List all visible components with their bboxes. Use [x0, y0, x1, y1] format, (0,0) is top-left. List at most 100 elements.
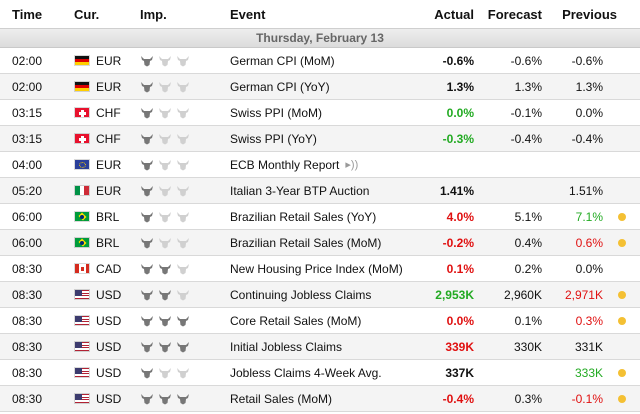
- event-name-link[interactable]: German CPI (MoM): [230, 48, 430, 73]
- us-flag-icon: [74, 315, 90, 326]
- previous-value: 333K: [574, 365, 603, 380]
- actual-value: -0.3%: [442, 131, 474, 146]
- revision-indicator: [617, 48, 627, 73]
- us-flag-icon: [74, 367, 90, 378]
- actual-value: -0.6%: [442, 53, 474, 68]
- importance-rating: [140, 386, 210, 411]
- table-row[interactable]: 03:15 CHF Swiss PPI (MoM) 0.0% -0.1% 0.0%: [0, 100, 640, 126]
- event-time: 06:00: [12, 235, 43, 250]
- event-time: 08:30: [12, 365, 43, 380]
- event-name-link[interactable]: German CPI (YoY): [230, 74, 430, 99]
- table-row[interactable]: 08:30 CAD New Housing Price Index (MoM) 0.1…: [0, 256, 640, 282]
- bull-importance-icon: [176, 211, 190, 223]
- us-flag-icon: [74, 393, 90, 404]
- forecast-value: 2,960K: [503, 287, 542, 302]
- event-name-link[interactable]: Swiss PPI (MoM): [230, 100, 430, 125]
- event-name: Jobless Claims 4-Week Avg.: [230, 365, 382, 380]
- event-time: 08:30: [12, 287, 43, 302]
- table-row[interactable]: 08:30 USD Initial Jobless Claims 339K 330K 33…: [0, 334, 640, 360]
- table-row[interactable]: 08:30 USD Retail Sales (MoM) -0.4% 0.3% -0.1%: [0, 386, 640, 412]
- bull-importance-icon: [140, 341, 154, 353]
- bull-importance-icon: [140, 211, 154, 223]
- bull-importance-icon: [140, 185, 154, 197]
- event-name-link[interactable]: Core Retail Sales (MoM): [230, 308, 430, 333]
- table-row[interactable]: 04:00 EUR ECB Monthly Report ▸)): [0, 152, 640, 178]
- table-row[interactable]: 02:00 EUR German CPI (YoY) 1.3% 1.3% 1.3%: [0, 74, 640, 100]
- header-event[interactable]: Event: [230, 6, 266, 22]
- bull-importance-icon: [140, 159, 154, 171]
- table-row[interactable]: 08:30 USD Continuing Jobless Claims 2,953K 2…: [0, 282, 640, 308]
- event-name-link[interactable]: Retail Sales (MoM): [230, 386, 430, 411]
- bull-importance-icon: [176, 133, 190, 145]
- us-flag-icon: [74, 341, 90, 352]
- ca-flag-icon: [74, 263, 90, 274]
- previous-value: 1.51%: [568, 183, 603, 198]
- actual-value: 337K: [445, 365, 474, 380]
- eu-flag-icon: [74, 159, 90, 170]
- event-name-link[interactable]: Swiss PPI (YoY): [230, 126, 430, 151]
- event-time: 08:30: [12, 339, 43, 354]
- table-row[interactable]: 08:30 USD Jobless Claims 4-Week Avg. 337K 33…: [0, 360, 640, 386]
- de-flag-icon: [74, 81, 90, 92]
- forecast-value: 0.1%: [514, 313, 542, 328]
- previous-value: 1.3%: [575, 79, 603, 94]
- event-currency: USD: [74, 282, 134, 307]
- bull-importance-icon: [176, 341, 190, 353]
- header-previous[interactable]: Previous: [562, 6, 617, 22]
- event-currency: EUR: [74, 48, 134, 73]
- previous-value: 0.0%: [575, 261, 603, 276]
- previous-value: -0.6%: [571, 53, 603, 68]
- event-name: Retail Sales (MoM): [230, 391, 333, 406]
- event-name-link[interactable]: Jobless Claims 4-Week Avg.: [230, 360, 430, 385]
- bull-importance-icon: [140, 315, 154, 327]
- bull-importance-icon: [176, 263, 190, 275]
- event-currency: USD: [74, 308, 134, 333]
- bull-importance-icon: [158, 211, 172, 223]
- table-row[interactable]: 02:00 EUR German CPI (MoM) -0.6% -0.6% -0.6%: [0, 48, 640, 74]
- importance-rating: [140, 152, 210, 177]
- currency-code: USD: [96, 339, 122, 354]
- revision-indicator: [617, 178, 627, 203]
- table-row[interactable]: 06:00 BRL Brazilian Retail Sales (YoY) 4.0%…: [0, 204, 640, 230]
- event-name-link[interactable]: Brazilian Retail Sales (YoY): [230, 204, 430, 229]
- header-time[interactable]: Time: [12, 6, 43, 22]
- table-row[interactable]: 06:00 BRL Brazilian Retail Sales (MoM) -0.2…: [0, 230, 640, 256]
- actual-value: -0.4%: [442, 391, 474, 406]
- table-header: Time Cur. Imp. Event Actual Forecast Pre…: [0, 0, 640, 29]
- event-name-link[interactable]: Italian 3-Year BTP Auction: [230, 178, 430, 203]
- importance-rating: [140, 282, 210, 307]
- table-row[interactable]: 03:15 CHF Swiss PPI (YoY) -0.3% -0.4% -0.4%: [0, 126, 640, 152]
- importance-rating: [140, 178, 210, 203]
- bull-importance-icon: [176, 289, 190, 301]
- forecast-value: 5.1%: [514, 209, 542, 224]
- header-forecast[interactable]: Forecast: [487, 6, 542, 22]
- event-name-link[interactable]: New Housing Price Index (MoM): [230, 256, 430, 281]
- table-row[interactable]: 08:30 USD Core Retail Sales (MoM) 0.0% 0.1% 0…: [0, 308, 640, 334]
- event-time: 03:15: [12, 105, 43, 120]
- event-name-link[interactable]: Initial Jobless Claims: [230, 334, 430, 359]
- revised-dot-icon: [618, 212, 626, 221]
- header-actual[interactable]: Actual: [434, 6, 474, 22]
- actual-value: 4.0%: [446, 209, 474, 224]
- event-name-link[interactable]: Brazilian Retail Sales (MoM): [230, 230, 430, 255]
- br-flag-icon: [74, 237, 90, 248]
- actual-value: -0.2%: [442, 235, 474, 250]
- bull-importance-icon: [158, 107, 172, 119]
- header-importance[interactable]: Imp.: [140, 6, 167, 22]
- event-name: Initial Jobless Claims: [230, 339, 343, 354]
- event-currency: EUR: [74, 152, 134, 177]
- event-name-link[interactable]: ECB Monthly Report ▸)): [230, 152, 430, 177]
- header-currency[interactable]: Cur.: [74, 6, 100, 22]
- bull-importance-icon: [140, 55, 154, 67]
- event-name: German CPI (MoM): [230, 53, 335, 68]
- revision-indicator: [617, 126, 627, 151]
- currency-code: BRL: [96, 209, 120, 224]
- bull-importance-icon: [158, 289, 172, 301]
- table-row[interactable]: 05:20 EUR Italian 3-Year BTP Auction 1.41% 1…: [0, 178, 640, 204]
- event-name: Swiss PPI (YoY): [230, 131, 317, 146]
- bull-importance-icon: [140, 263, 154, 275]
- previous-value: 0.3%: [575, 313, 603, 328]
- bull-importance-icon: [158, 55, 172, 67]
- event-name-link[interactable]: Continuing Jobless Claims: [230, 282, 430, 307]
- event-time: 08:30: [12, 313, 43, 328]
